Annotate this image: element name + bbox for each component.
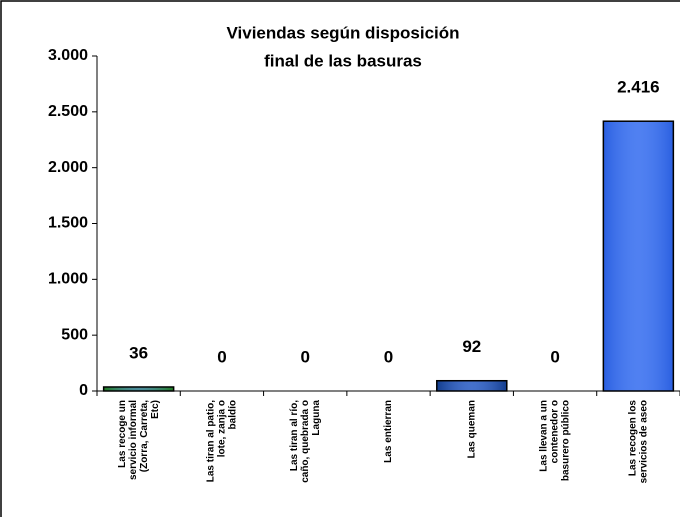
x-tick-label: basurero público	[561, 400, 572, 481]
y-tick-label: 2.000	[48, 159, 88, 176]
x-tick-label: Las llevan a un	[539, 400, 550, 472]
data-label: 0	[300, 347, 309, 366]
y-tick-label: 2.500	[48, 103, 88, 120]
data-label: 2.416	[617, 78, 660, 97]
y-tick-label: 1.500	[48, 215, 88, 232]
chart-title: Viviendas según disposición	[226, 23, 459, 42]
chart-title: final de las basuras	[264, 51, 422, 70]
bar-shine	[436, 379, 508, 392]
x-tick-label: caño, quebrada o	[300, 400, 311, 483]
bar-shine	[602, 120, 675, 392]
x-tick-label: servicio informal	[128, 400, 139, 480]
data-label: 0	[384, 347, 393, 366]
x-tick-label: Las tiran al patio,	[206, 400, 217, 482]
x-tick-label: contenedor o	[550, 400, 561, 463]
x-tick-label: Las entierran	[383, 400, 394, 463]
bar-shine	[102, 386, 175, 392]
x-tick-label: baldío	[228, 400, 239, 429]
x-tick-label: lote, zanja o	[217, 400, 228, 457]
data-label: 92	[462, 337, 481, 356]
data-label: 36	[129, 343, 148, 362]
y-tick-label: 1.000	[48, 271, 88, 288]
x-tick-label: Las tiran al río,	[289, 400, 300, 471]
x-tick-label: servicios de aseo	[638, 400, 649, 483]
x-tick-label: Las recogen los	[627, 400, 638, 477]
y-tick-label: 3.000	[48, 47, 88, 64]
x-tick-label: Las queman	[466, 400, 477, 458]
x-tick-label: (Zorra, Carreta,	[139, 400, 150, 472]
data-label: 0	[550, 347, 559, 366]
x-tick-label: Etc)	[150, 400, 161, 419]
y-tick-label: 500	[61, 326, 88, 343]
x-tick-label: Laguna	[311, 400, 322, 436]
data-label: 0	[217, 347, 226, 366]
x-tick-label: Las recoge un	[117, 400, 128, 468]
y-tick-label: 0	[79, 382, 88, 399]
